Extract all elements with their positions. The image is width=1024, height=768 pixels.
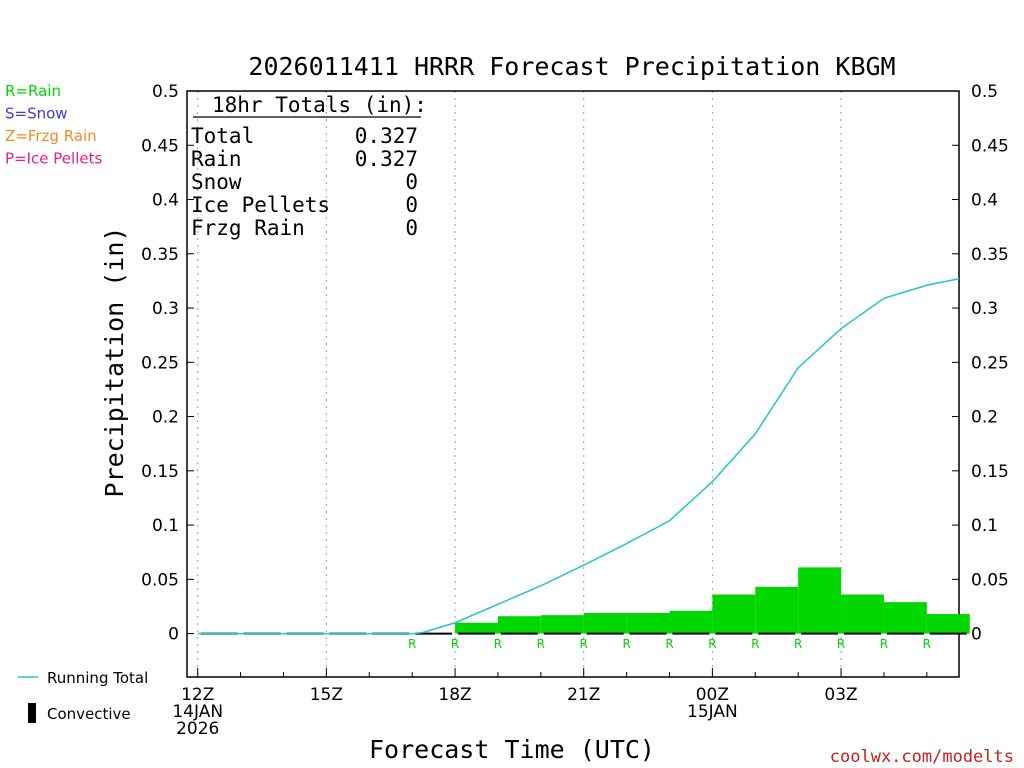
ptype-marker-rain: R: [494, 637, 502, 651]
hourly-precip-bars: [455, 567, 970, 634]
precip-bar: [712, 594, 756, 634]
precip-bar: [883, 602, 927, 634]
convective-legend-swatch: [28, 703, 36, 723]
y-tick-label-left: 0.35: [141, 245, 179, 265]
precip-bar: [583, 612, 627, 634]
totals-row-value: 0: [405, 216, 418, 240]
precip-bar: [798, 567, 842, 634]
y-tick-label-right: 0.15: [971, 462, 1009, 482]
running-total-series: [197, 278, 960, 635]
y-tick-label-left: 0.25: [141, 353, 179, 373]
ptype-legend-item: Z=Frzg Rain: [5, 127, 97, 145]
y-tick-label-left: 0.2: [152, 408, 179, 428]
ptype-marker-rain: R: [622, 637, 630, 651]
ptype-marker-rain: R: [751, 637, 759, 651]
precip-bar: [626, 612, 670, 634]
precip-bar: [455, 622, 498, 634]
totals-row-value: 0.327: [355, 124, 418, 148]
plot-frame: [186, 90, 960, 678]
ptype-marker-rain: R: [880, 637, 888, 651]
precip-bar: [841, 594, 884, 634]
precip-bar: [540, 615, 584, 634]
running-total-line: [197, 278, 960, 635]
totals-row-label: Snow: [191, 170, 242, 194]
x-tick-label: 12Z: [181, 685, 214, 705]
x-axis-label: Forecast Time (UTC): [369, 735, 655, 764]
x-tick-label: 14JAN: [172, 702, 223, 722]
grid-lines: [197, 91, 842, 677]
totals-row-label: Frzg Rain: [191, 216, 305, 240]
ptype-marker-rain: R: [708, 637, 716, 651]
ptype-legend-item: P=Ice Pellets: [5, 150, 102, 168]
x-tick-label: 15Z: [310, 685, 343, 705]
totals-row-value: 0.327: [355, 147, 418, 171]
series-legend: Running Total Convective: [18, 669, 148, 723]
y-tick-label-right: 0.5: [971, 82, 998, 102]
x-tick-label: 00Z: [696, 685, 729, 705]
y-tick-label-left: 0: [168, 625, 179, 645]
y-tick-label-right: 0.3: [971, 299, 998, 319]
ptype-marker-rain: R: [580, 637, 588, 651]
precip-bar: [755, 586, 799, 634]
y-tick-label-left: 0.15: [141, 462, 179, 482]
y-tick-label-left: 0.45: [141, 136, 179, 156]
totals-row-value: 0: [405, 193, 418, 217]
y-tick-label-right: 0: [971, 625, 982, 645]
y-tick-label-right: 0.4: [971, 191, 998, 211]
y-tick-label-left: 0.3: [152, 299, 179, 319]
totals-box: 18hr Totals (in): Total 0.327 Rain 0.327 Sno…: [191, 93, 427, 240]
running-total-legend-label: Running Total: [47, 669, 148, 687]
y-axis-right: 0 0.05 0.1 0.15 0.2 0.25 0.3 0.35 0.4 0.45 0.5: [952, 82, 1009, 645]
y-tick-label-right: 0.1: [971, 516, 998, 536]
x-tick-label: 2026: [176, 719, 219, 739]
y-axis-label: Precipitation (in): [100, 227, 129, 498]
credit-text: coolwx.com/modelts: [830, 747, 1014, 767]
ptype-legend-item: R=Rain: [5, 82, 61, 100]
totals-row-label: Rain: [191, 147, 242, 171]
y-axis-left: 0 0.05 0.1 0.15 0.2 0.25 0.3 0.35 0.4 0.45 0.5: [141, 82, 194, 645]
totals-row-value: 0: [405, 170, 418, 194]
y-tick-label-left: 0.1: [152, 516, 179, 536]
x-tick-label: 15JAN: [687, 702, 738, 722]
y-tick-label-right: 0.05: [971, 570, 1009, 590]
y-tick-label-right: 0.2: [971, 408, 998, 428]
y-tick-label-left: 0.05: [141, 570, 179, 590]
ptype-legend: R=Rain S=Snow Z=Frzg Rain P=Ice Pellets: [5, 82, 102, 168]
x-tick-label: 03Z: [824, 685, 857, 705]
y-tick-label-left: 0.5: [152, 82, 179, 102]
ptype-marker-rain: R: [923, 637, 931, 651]
ptype-marker-rain: R: [408, 637, 416, 651]
y-tick-label-right: 0.35: [971, 245, 1009, 265]
precip-bar: [497, 616, 541, 634]
ptype-marker-rain: R: [537, 637, 545, 651]
chart-title: 2026011411 HRRR Forecast Precipitation K…: [248, 52, 895, 81]
ptype-marker-rain: R: [665, 637, 673, 651]
ptype-marker-rain: R: [451, 637, 459, 651]
precip-bar: [926, 614, 970, 634]
y-tick-label-right: 0.45: [971, 136, 1009, 156]
ptype-marker-rain: R: [794, 637, 802, 651]
x-tick-label: 21Z: [567, 685, 600, 705]
totals-row-label: Total: [191, 124, 254, 148]
y-tick-label-left: 0.4: [152, 191, 179, 211]
convective-legend-label: Convective: [47, 705, 131, 723]
y-tick-label-right: 0.25: [971, 353, 1009, 373]
ptype-marker-rain: R: [837, 637, 845, 651]
totals-header: 18hr Totals (in):: [212, 93, 427, 117]
totals-row-label: Ice Pellets: [191, 193, 330, 217]
x-tick-label: 18Z: [438, 685, 471, 705]
ptype-legend-item: S=Snow: [5, 105, 68, 123]
precip-bar: [669, 610, 713, 634]
